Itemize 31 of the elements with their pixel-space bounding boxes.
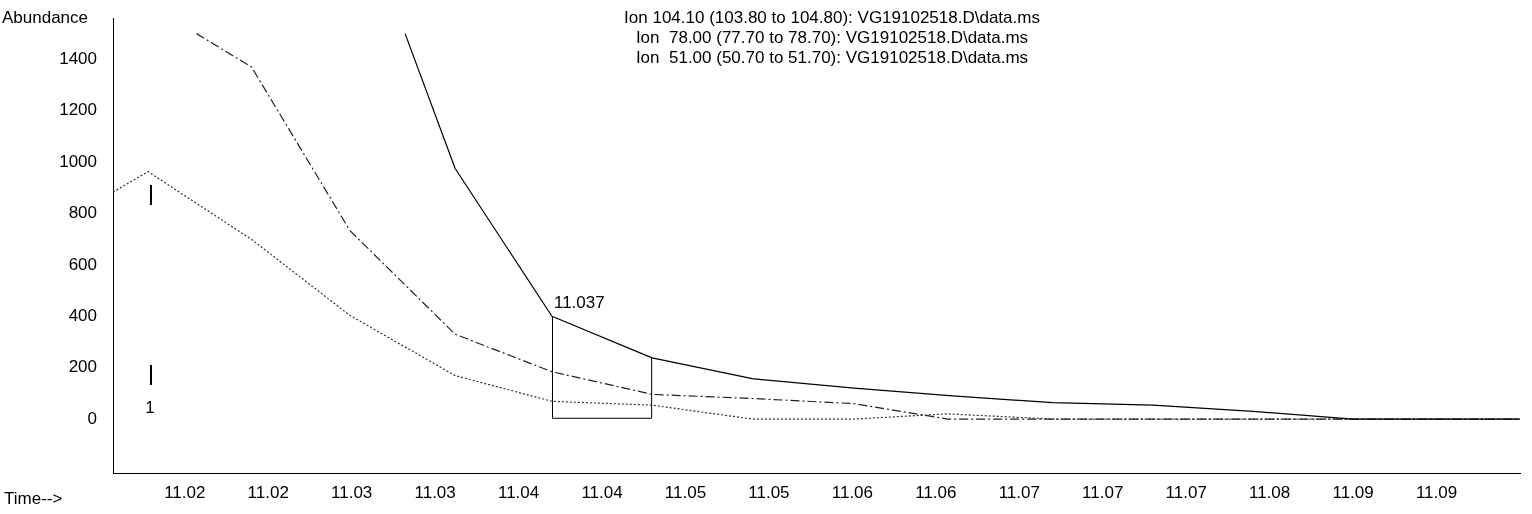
annotation: Ion 51.00 (50.70 to 51.70): VG19102518.D\data.ms (635, 48, 1029, 67)
x-tick-label: 11.07 (1165, 482, 1207, 502)
x-tick-label: 11.05 (664, 482, 707, 502)
x-tick-label: 11.06 (831, 482, 874, 502)
x-tick-label: 11.08 (1249, 482, 1291, 502)
y-tick-label: 1200 (59, 100, 97, 120)
x-tick-label: 11.05 (748, 482, 790, 502)
y-tick-label: 600 (68, 254, 97, 274)
x-tick-label: 11.04 (497, 482, 540, 502)
y-axis-title: Abundance (2, 8, 89, 27)
x-axis-title: Time--> (4, 489, 63, 508)
y-tick-label: 0 (87, 408, 97, 428)
y-tick-label: 800 (68, 203, 97, 223)
annotation: Ion 104.10 (103.80 to 104.80): VG19102518.D\data.ms (624, 8, 1040, 27)
annotation: 11.037 (553, 293, 605, 313)
x-tick-label: 11.06 (915, 482, 957, 502)
x-tick-label: 11.07 (1082, 482, 1124, 502)
x-tick-label: 11.03 (331, 482, 373, 502)
x-tick-label: 11.02 (164, 482, 206, 502)
annotation: Ion 78.00 (77.70 to 78.70): VG19102518.D\data.ms (635, 28, 1029, 47)
y-tick-label: 1000 (59, 151, 97, 171)
y-tick-label: 200 (68, 357, 97, 377)
x-tick-label: 11.03 (414, 482, 456, 502)
annotation: 1 (145, 398, 155, 417)
x-tick-label: 11.09 (1415, 482, 1458, 502)
x-tick-label: 11.07 (998, 482, 1040, 502)
x-tick-label: 11.04 (581, 482, 623, 502)
y-tick-label: 1400 (59, 49, 97, 68)
x-tick-label: 11.02 (247, 482, 289, 502)
x-tick-label: 11.09 (1332, 482, 1374, 502)
y-tick-label: 400 (68, 305, 97, 325)
